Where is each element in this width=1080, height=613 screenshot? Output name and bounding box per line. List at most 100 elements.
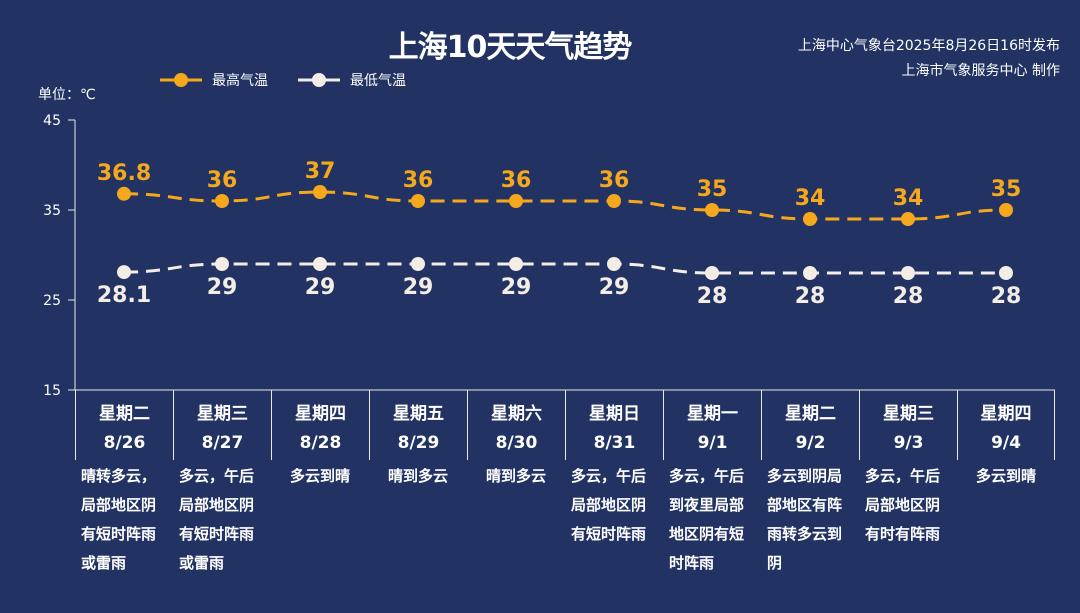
- day-column: 星期一 9/1 多云，午后到夜里局部地区阴有短时阵雨: [663, 390, 761, 578]
- date: 9/3: [893, 433, 924, 453]
- data-label: 34: [795, 186, 826, 211]
- weather-description: 晴到多云: [369, 460, 467, 491]
- date: 8/30: [495, 433, 538, 453]
- data-label: 34: [893, 186, 924, 211]
- data-label: 28: [795, 284, 826, 309]
- unit-label: 单位：℃: [38, 87, 96, 103]
- weather-line: 或雷雨: [81, 554, 127, 572]
- publish-time: 上海中心气象台2025年8月26日16时发布: [797, 38, 1060, 54]
- weekday: 星期一: [687, 404, 738, 424]
- data-point: [705, 203, 719, 217]
- weather-line: 到夜里局部: [669, 496, 745, 514]
- legend-item-high[interactable]: 最高气温: [160, 70, 268, 90]
- day-header: 星期三 9/3: [859, 390, 957, 460]
- data-point: [215, 194, 229, 208]
- date: 8/26: [103, 433, 146, 453]
- weather-line: 有短时阵雨: [81, 525, 157, 543]
- legend-label: 最低气温: [350, 73, 406, 89]
- weather-line: 多云，午后: [669, 467, 745, 485]
- legend-item-low[interactable]: 最低气温: [298, 70, 406, 90]
- data-label: 35: [697, 177, 728, 202]
- data-label: 29: [305, 275, 336, 300]
- date: 8/27: [201, 433, 244, 453]
- day-column: 星期日 8/31 多云，午后 局部地区阴 有短时阵雨: [565, 390, 663, 578]
- legend-high-marker-icon: [160, 73, 202, 87]
- weather-line: 多云到晴: [289, 467, 350, 485]
- day-column: 星期二 8/26 晴转多云， 局部地区阴有短时阵雨或雷雨: [75, 390, 173, 578]
- date: 8/29: [397, 433, 440, 453]
- weather-description: 多云，午后 局部地区阴 有短时阵雨 或雷雨: [173, 460, 271, 578]
- weather-line: 多云，午后: [179, 467, 255, 485]
- data-point: [509, 194, 523, 208]
- weather-line: 晴到多云: [485, 467, 546, 485]
- data-label: 28.1: [97, 283, 151, 308]
- data-label: 29: [501, 275, 532, 300]
- weekday: 星期二: [785, 404, 836, 424]
- weekday: 星期二: [99, 404, 150, 424]
- weather-line: 有短时阵雨: [571, 525, 647, 543]
- chart-title: 上海10天天气趋势: [388, 30, 633, 65]
- day-header: 星期四 8/28: [271, 390, 369, 460]
- y-tick-label: 45: [43, 113, 61, 129]
- weather-line: 部地区有阵: [767, 496, 843, 514]
- data-point: [803, 212, 817, 226]
- producer: 上海市气象服务中心 制作: [901, 63, 1060, 79]
- data-label: 29: [207, 275, 238, 300]
- legend-low-marker-icon: [298, 73, 340, 87]
- data-label: 36: [207, 168, 238, 193]
- weather-line: 或雷雨: [179, 554, 225, 572]
- weather-line: 雨转多云到: [767, 525, 843, 543]
- data-label: 35: [991, 177, 1022, 202]
- weather-line: 局部地区阴: [81, 496, 157, 514]
- day-header: 星期二 8/26: [75, 390, 173, 460]
- weekday: 星期四: [980, 404, 1032, 424]
- data-point: [705, 266, 719, 280]
- data-point: [999, 203, 1013, 217]
- day-column: 星期四 8/28 多云到晴: [271, 390, 369, 578]
- weather-description: 晴到多云: [467, 460, 565, 491]
- day-header: 星期六 8/30: [467, 390, 565, 460]
- weather-description: 多云，午后 局部地区阴 有时有阵雨: [859, 460, 957, 549]
- date: 9/4: [991, 433, 1021, 453]
- weather-line: 晴转多云，: [81, 467, 157, 485]
- weather-line: 地区阴有短: [669, 525, 745, 543]
- data-point: [313, 257, 327, 271]
- date: 9/1: [697, 433, 728, 453]
- weekday: 星期六: [491, 404, 542, 424]
- weather-description: 多云，午后到夜里局部地区阴有短时阵雨: [663, 460, 761, 578]
- data-label: 37: [305, 159, 336, 184]
- day-header: 星期五 8/29: [369, 390, 467, 460]
- weather-description: 多云到阴局 部地区有阵 雨转多云到阴: [761, 460, 859, 578]
- weather-description: 多云到晴: [271, 460, 369, 491]
- data-point: [607, 257, 621, 271]
- data-label: 36: [599, 168, 630, 193]
- weather-line: 有时有阵雨: [865, 525, 941, 543]
- data-point: [901, 266, 915, 280]
- day-column: 星期三 9/3 多云，午后 局部地区阴 有时有阵雨: [859, 390, 957, 578]
- weekday: 星期三: [883, 404, 934, 424]
- weekday: 星期四: [295, 404, 346, 424]
- y-tick-label: 15: [43, 383, 61, 399]
- weather-description: 晴转多云， 局部地区阴有短时阵雨或雷雨: [75, 460, 173, 578]
- weather-line: 有短时阵雨: [179, 525, 255, 543]
- weather-line: 多云到阴局: [767, 467, 843, 485]
- day-column: 星期三 8/27 多云，午后 局部地区阴 有短时阵雨 或雷雨: [173, 390, 271, 578]
- data-label: 36: [403, 168, 434, 193]
- y-tick-label: 25: [43, 293, 61, 309]
- data-label: 29: [403, 275, 434, 300]
- y-tick-label: 35: [43, 203, 61, 219]
- weather-line: 时阵雨: [669, 554, 715, 572]
- day-columns: 星期二 8/26 晴转多云， 局部地区阴 有短时阵雨 或雷雨 星期三 8/27 多云，午后 局部地…: [75, 390, 1055, 578]
- data-point: [411, 257, 425, 271]
- data-point: [117, 186, 131, 201]
- day-column: 星期五 8/29 晴到多云: [369, 390, 467, 578]
- day-column: 星期四 9/4 多云到晴: [957, 390, 1055, 578]
- day-header: 星期二 9/2: [761, 390, 859, 460]
- date: 8/31: [593, 433, 636, 453]
- day-header: 星期三 8/27: [173, 390, 271, 460]
- day-header: 星期四 9/4: [957, 390, 1055, 460]
- weather-line: 多云到晴: [975, 467, 1036, 485]
- publisher-info: 上海中心气象台2025年8月26日16时发布 上海市气象服务中心 制作: [798, 34, 1060, 84]
- data-point: [117, 265, 131, 280]
